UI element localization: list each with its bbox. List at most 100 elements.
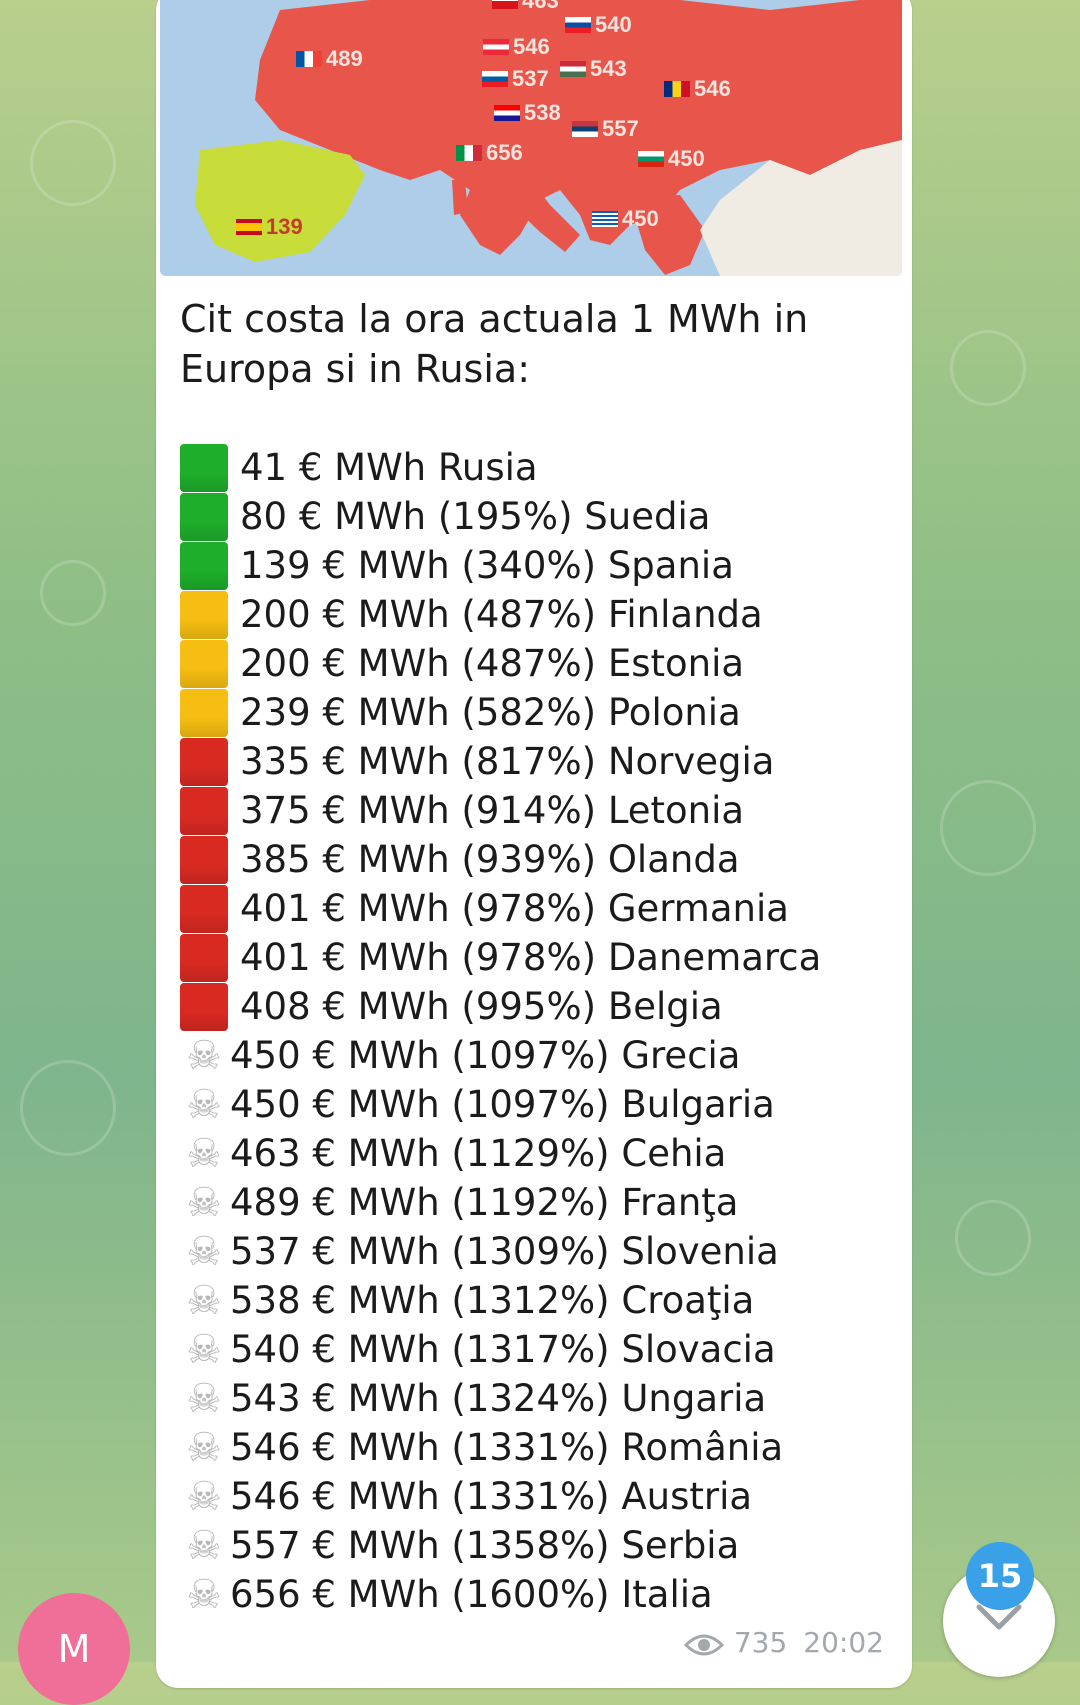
skull-icon: ☠ <box>186 1326 222 1373</box>
map-label-bg: 450 <box>638 146 705 172</box>
red-square-icon <box>180 982 228 1031</box>
map-land-sardinia <box>452 180 468 215</box>
list-item: 375 € MWh (914%) Letonia <box>180 786 821 835</box>
eye-icon <box>683 1631 724 1655</box>
list-item-text: 200 € MWh (487%) Finlanda <box>240 593 763 636</box>
map-land-east <box>700 140 902 276</box>
list-item: 385 € MWh (939%) Olanda <box>180 835 821 884</box>
red-square-icon <box>180 884 228 933</box>
flag-bg-icon <box>638 151 664 167</box>
list-item-text: 543 € MWh (1324%) Ungaria <box>230 1377 767 1420</box>
list-item-text: 546 € MWh (1331%) România <box>230 1426 784 1469</box>
skull-icon: ☠ <box>186 1032 222 1079</box>
message-bubble[interactable] <box>156 0 912 1688</box>
skull-icon: ☠ <box>186 1228 222 1275</box>
red-square-icon <box>180 737 228 786</box>
list-item-text: 489 € MWh (1192%) Franţa <box>230 1181 739 1224</box>
list-item: ☠ 463 € MWh (1129%) Cehia <box>180 1129 821 1178</box>
flag-sk-icon <box>565 17 591 33</box>
map-label-hu: 543 <box>560 56 627 82</box>
green-square-icon <box>180 443 228 492</box>
green-square-icon <box>180 541 228 590</box>
list-item-text: 335 € MWh (817%) Norvegia <box>240 740 775 783</box>
list-item-text: 656 € MWh (1600%) Italia <box>230 1573 713 1616</box>
yellow-square-icon <box>180 590 228 639</box>
list-item-text: 41 € MWh Rusia <box>240 446 538 489</box>
flag-fr-icon <box>296 51 322 67</box>
list-item: 401 € MWh (978%) Germania <box>180 884 821 933</box>
list-item-text: 538 € MWh (1312%) Croaţia <box>230 1279 755 1322</box>
skull-icon: ☠ <box>186 1424 222 1471</box>
map-label-hr: 538 <box>494 100 561 126</box>
list-item-text: 401 € MWh (978%) Danemarca <box>240 936 822 979</box>
skull-icon: ☠ <box>186 1277 222 1324</box>
background-doodle <box>950 330 1026 406</box>
list-item-text: 139 € MWh (340%) Spania <box>240 544 734 587</box>
map-label-es: 139 <box>236 214 303 240</box>
background-doodle <box>30 120 116 206</box>
list-item: 401 € MWh (978%) Danemarca <box>180 933 821 982</box>
list-item: 408 € MWh (995%) Belgia <box>180 982 821 1031</box>
list-item: ☠ 546 € MWh (1331%) Austria <box>180 1472 821 1521</box>
list-item: ☠ 546 € MWh (1331%) România <box>180 1423 821 1472</box>
flag-at-icon <box>483 39 509 55</box>
yellow-square-icon <box>180 688 228 737</box>
skull-icon: ☠ <box>186 1473 222 1520</box>
yellow-square-icon <box>180 639 228 688</box>
skull-icon: ☠ <box>186 1522 222 1569</box>
flag-es-icon <box>236 219 262 235</box>
map-label-cz: 463 <box>492 0 559 14</box>
chevron-down-icon <box>976 1604 1022 1630</box>
green-square-icon <box>180 492 228 541</box>
list-item: ☠ 543 € MWh (1324%) Ungaria <box>180 1374 821 1423</box>
list-item: 200 € MWh (487%) Estonia <box>180 639 821 688</box>
background-doodle <box>940 780 1036 876</box>
background-doodle <box>955 1200 1031 1276</box>
list-item-text: 557 € MWh (1358%) Serbia <box>230 1524 740 1567</box>
list-item-text: 450 € MWh (1097%) Bulgaria <box>230 1083 775 1126</box>
background-doodle <box>20 1060 116 1156</box>
list-item-text: 540 € MWh (1317%) Slovacia <box>230 1328 776 1371</box>
red-square-icon <box>180 786 228 835</box>
flag-gr-icon <box>592 211 618 227</box>
list-item: ☠ 656 € MWh (1600%) Italia <box>180 1570 821 1619</box>
flag-it-icon <box>456 145 482 161</box>
list-item: ☠ 557 € MWh (1358%) Serbia <box>180 1521 821 1570</box>
message-meta: 735 20:02 <box>683 1626 884 1659</box>
message-caption: Cit costa la ora actuala 1 MWh in Europa… <box>180 297 809 391</box>
price-list: 41 € MWh Rusia 80 € MWh (195%) Suedia 139 … <box>180 443 821 1619</box>
unread-badge: 15 <box>966 1542 1034 1610</box>
map-label-rs: 557 <box>572 116 639 142</box>
background-doodle <box>40 560 106 626</box>
flag-hu-icon <box>560 61 586 77</box>
map-label-sk: 540 <box>565 12 632 38</box>
skull-icon: ☠ <box>186 1130 222 1177</box>
list-item-text: 239 € MWh (582%) Polonia <box>240 691 741 734</box>
red-square-icon <box>180 835 228 884</box>
flag-hr-icon <box>494 105 520 121</box>
skull-icon: ☠ <box>186 1179 222 1226</box>
list-item: 80 € MWh (195%) Suedia <box>180 492 821 541</box>
list-item: ☠ 489 € MWh (1192%) Franţa <box>180 1178 821 1227</box>
list-item-text: 375 € MWh (914%) Letonia <box>240 789 745 832</box>
list-item-text: 80 € MWh (195%) Suedia <box>240 495 711 538</box>
list-item: 41 € MWh Rusia <box>180 443 821 492</box>
list-item: 139 € MWh (340%) Spania <box>180 541 821 590</box>
flag-si-icon <box>482 71 508 87</box>
eye-icon-svg <box>683 1634 724 1655</box>
map-land-italy-boot <box>490 150 580 252</box>
map-land-greece <box>630 195 705 275</box>
list-item-text: 537 € MWh (1309%) Slovenia <box>230 1230 779 1273</box>
list-item-text: 463 € MWh (1129%) Cehia <box>230 1132 727 1175</box>
list-item: ☠ 540 € MWh (1317%) Slovacia <box>180 1325 821 1374</box>
list-item: 239 € MWh (582%) Polonia <box>180 688 821 737</box>
skull-icon: ☠ <box>186 1081 222 1128</box>
list-item: ☠ 538 € MWh (1312%) Croaţia <box>180 1276 821 1325</box>
red-square-icon <box>180 933 228 982</box>
message-time: 20:02 <box>803 1626 884 1659</box>
list-item-text: 401 € MWh (978%) Germania <box>240 887 789 930</box>
avatar[interactable]: M <box>18 1593 130 1705</box>
map-label-fr: 489 <box>296 46 363 72</box>
list-item-text: 450 € MWh (1097%) Grecia <box>230 1034 741 1077</box>
map-image[interactable]: 463 540 489 546 543 546 537 538 557 656 … <box>160 0 902 276</box>
